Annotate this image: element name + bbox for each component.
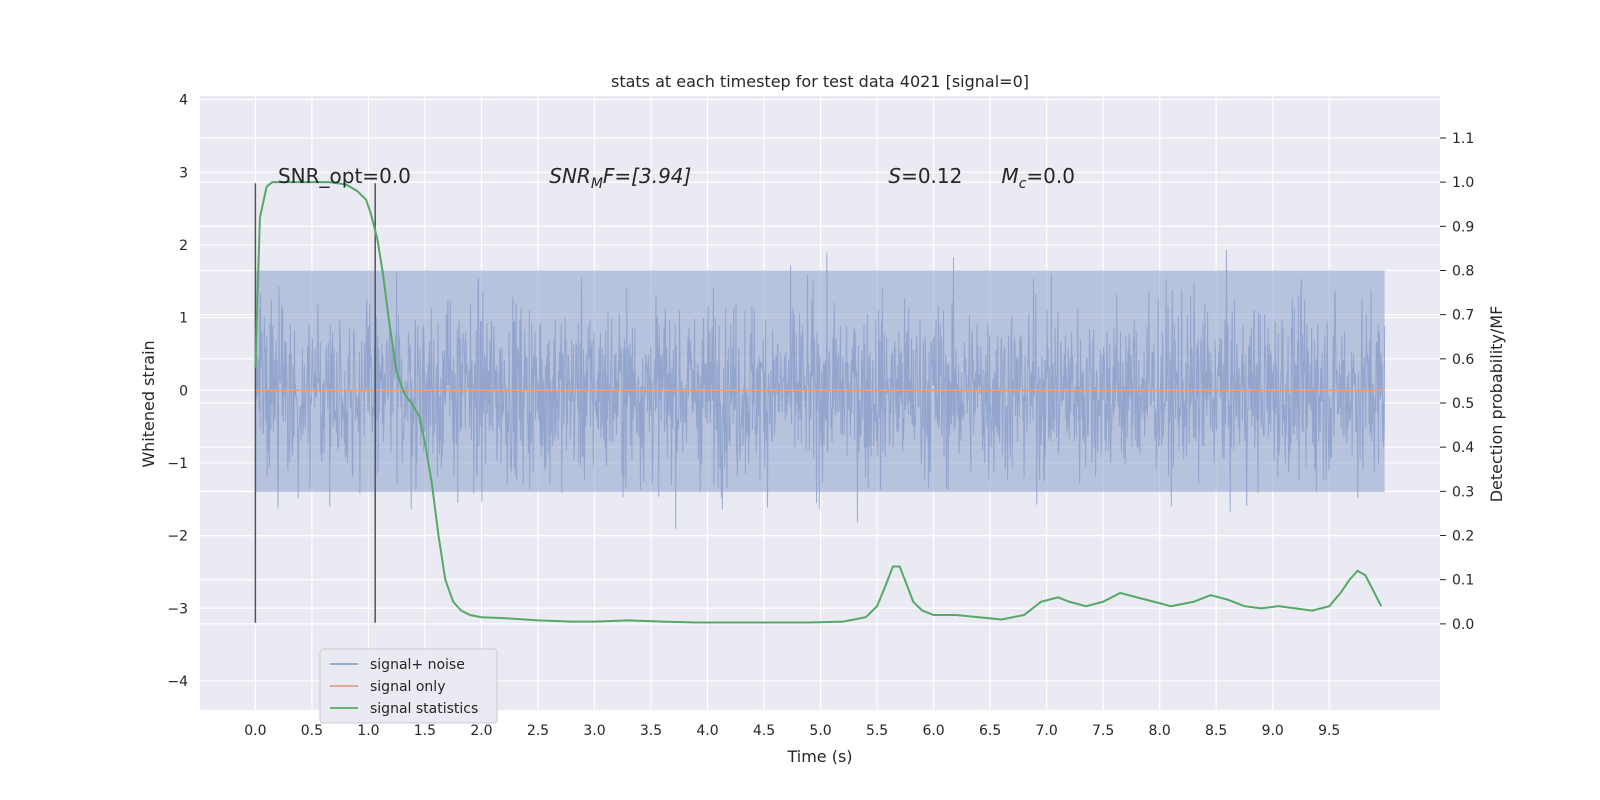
x-tick-label-14: 7.0: [1036, 723, 1058, 739]
annotation-snr-mf-snr: SNR: [549, 164, 591, 188]
x-tick-label-8: 4.0: [696, 723, 718, 739]
annotation-s-symbol: S: [888, 164, 901, 188]
y-tick-label-7: 3: [179, 165, 188, 181]
y2-tick-label-9: 0.9: [1452, 219, 1474, 235]
x-tick-label-17: 8.5: [1205, 723, 1227, 739]
y2-tick-label-5: 0.5: [1452, 396, 1474, 412]
y2-tick-label-2: 0.2: [1452, 529, 1474, 545]
x-tick-label-16: 8.0: [1149, 723, 1171, 739]
x-tick-label-9: 4.5: [753, 723, 775, 739]
annotation-s: S=0.12: [888, 164, 962, 188]
series-signal-statistics: [254, 181, 1383, 624]
legend-label-signal-only: signal only: [370, 679, 445, 695]
x-tick-label-0: 0.0: [244, 723, 266, 739]
legend-box: [319, 648, 498, 724]
x-tick-label-7: 3.5: [640, 723, 662, 739]
y2-tick-label-0: 0.0: [1452, 617, 1474, 633]
annotation-snr-mf-value: F=[3.94]: [603, 164, 691, 188]
y-tick-label-1: −3: [167, 601, 188, 617]
vertical-markers: [254, 183, 376, 623]
x-tick-label-2: 1.0: [357, 723, 379, 739]
x-tick-label-10: 5.0: [809, 723, 831, 739]
x-tick-label-6: 3.0: [583, 723, 605, 739]
signal-noise-core: [255, 270, 1385, 493]
y-tick-label-6: 2: [179, 238, 188, 254]
y2-tick-label-7: 0.7: [1452, 308, 1474, 324]
annotation-mc: Mc=0.0: [1001, 164, 1075, 192]
y-tick-label-3: −1: [167, 456, 188, 472]
y2-tick-label-6: 0.6: [1452, 352, 1474, 368]
y2-tick-label-11: 1.1: [1452, 131, 1474, 147]
x-tick-label-3: 1.5: [414, 723, 436, 739]
legend-label-signal-statistics: signal statistics: [370, 701, 478, 717]
series-signal-noise: [254, 249, 1386, 529]
y2-ticks: 0.0 0.1 0.2 0.3 0.4 0.5 0.6 0.7 0.8 0.9 1.0 1.1: [1440, 131, 1474, 633]
y2-axis-label: Detection probability/MF: [1487, 306, 1506, 503]
x-tick-label-19: 9.5: [1318, 723, 1340, 739]
y-tick-label-0: −4: [167, 674, 188, 690]
x-tick-label-4: 2.0: [470, 723, 492, 739]
x-tick-label-13: 6.5: [979, 723, 1001, 739]
annotation-snr-opt: SNR_opt=0.0: [278, 164, 411, 188]
annotation-s-value: =0.12: [901, 164, 962, 188]
y-ticks: −4 −3 −2 −1 0 1 2 3 4: [167, 93, 188, 690]
y-tick-label-4: 0: [179, 383, 188, 399]
y2-tick-label-4: 0.4: [1452, 440, 1474, 456]
signal-statistics-line: [254, 181, 1383, 624]
annotation-mc-value: =0.0: [1026, 164, 1075, 188]
x-axis-label: Time (s): [786, 747, 852, 766]
x-tick-label-18: 9.0: [1262, 723, 1284, 739]
y-tick-label-5: 1: [179, 311, 188, 327]
y2-tick-label-1: 0.1: [1452, 573, 1474, 589]
y2-tick-label-3: 0.3: [1452, 484, 1474, 500]
legend-label-signal-noise: signal+ noise: [370, 657, 465, 673]
x-tick-label-11: 5.5: [866, 723, 888, 739]
y2-tick-label-10: 1.0: [1452, 175, 1474, 191]
annotation-snr-mf-sub: M: [591, 176, 603, 192]
y-tick-label-8: 4: [179, 93, 188, 109]
annotation-snr-mf: SNRMF=[3.94]: [549, 164, 691, 192]
x-tick-label-15: 7.5: [1092, 723, 1114, 739]
x-ticks: 0.0 0.5 1.0 1.5 2.0 2.5 3.0 3.5 4.0 4.5 5.0 5.5 6.0 6…: [244, 723, 1340, 739]
x-tick-label-1: 0.5: [301, 723, 323, 739]
chart-title: stats at each timestep for test data 402…: [611, 72, 1029, 91]
y-axis-label: Whitened strain: [139, 340, 158, 467]
annotation-mc-sub: c: [1019, 176, 1027, 192]
x-tick-label-12: 6.0: [922, 723, 944, 739]
annotation-mc-symbol: M: [1001, 164, 1018, 188]
legend: signal+ noise signal only signal statist…: [319, 648, 498, 724]
x-tick-label-5: 2.5: [527, 723, 549, 739]
y-tick-label-2: −2: [167, 529, 188, 545]
y2-tick-label-8: 0.8: [1452, 263, 1474, 279]
